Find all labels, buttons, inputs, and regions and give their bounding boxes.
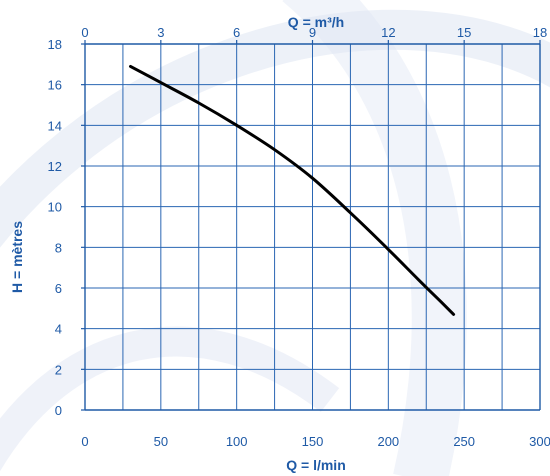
y-tick-label: 4 [55,322,62,337]
y-tick-label: 10 [48,200,62,215]
y-tick-label: 18 [48,37,62,52]
x2-tick-label: 12 [381,25,395,40]
x2-tick-label: 18 [533,25,547,40]
y-tick-label: 6 [55,281,62,296]
x2-tick-label: 3 [157,25,164,40]
x-tick-label: 100 [226,434,248,449]
x-tick-label: 0 [81,434,88,449]
y-tick-label: 2 [55,362,62,377]
x2-tick-label: 0 [81,25,88,40]
y-tick-label: 8 [55,240,62,255]
x2-tick-label: 15 [457,25,471,40]
x2-axis-title: Q = m³/h [288,14,344,30]
x-axis-title: Q = l/min [286,457,346,473]
x2-tick-label: 6 [233,25,240,40]
x-tick-label: 200 [377,434,399,449]
y-tick-label: 0 [55,403,62,418]
y-tick-label: 16 [48,78,62,93]
background-swirl [0,341,330,476]
x-tick-label: 250 [453,434,475,449]
y-tick-label: 14 [48,118,62,133]
y-tick-label: 12 [48,159,62,174]
y-axis-title: H = mètres [9,221,25,293]
x-tick-label: 150 [302,434,324,449]
x-tick-label: 50 [154,434,168,449]
x-tick-label: 300 [529,434,550,449]
